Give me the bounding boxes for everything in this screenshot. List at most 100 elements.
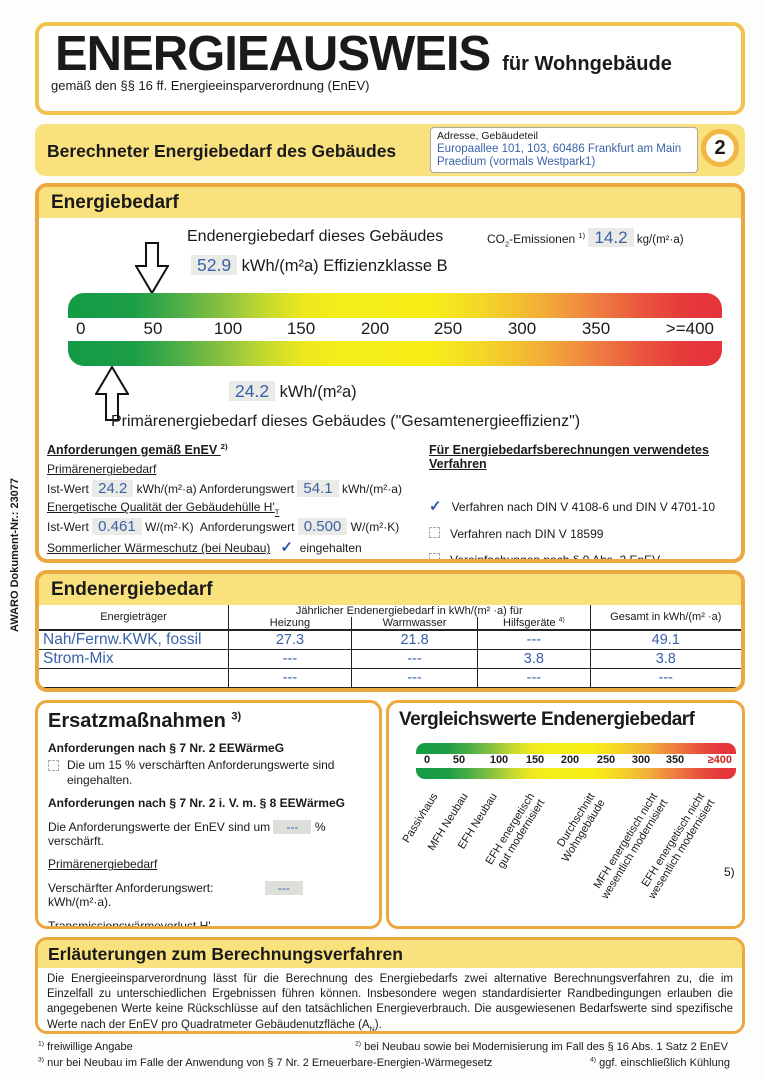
footnote-1: freiwillige Angabe — [44, 1041, 133, 1053]
section-energiebedarf: Energiebedarf Endenergiebedarf dieses Ge… — [35, 183, 745, 563]
scale-tick: 100 — [489, 754, 509, 766]
col-warmwasser: Warmwasser — [351, 617, 479, 631]
scale-tick: 0 — [76, 319, 86, 338]
endenergie-value-row: 52.9 kWh/(m²a) Effizienzklasse B — [191, 255, 448, 276]
scale-tick: 50 — [452, 754, 466, 766]
anforderungswert2-value: 0.500 — [297, 518, 348, 536]
ersatz-v1-label: Verschärfter Anforderungswert: — [48, 880, 214, 895]
checkbox-empty-icon — [429, 553, 440, 559]
energy-scale-stripe: 0 50 100 150 200 250 300 350 >=400 — [68, 318, 722, 341]
title-suffix: für Wohngebäude — [502, 53, 672, 75]
cell-hilfsgeraete: 3.8 — [477, 649, 591, 669]
col-jaehrlich: Jährlicher Endenergiebedarf in kWh/(m² ·… — [228, 605, 591, 617]
section-energiebedarf-title: Energiebedarf — [39, 187, 741, 218]
cell-heizung: --- — [228, 649, 352, 669]
footnote-3: nur bei Neubau im Falle der Anwendung vo… — [44, 1056, 493, 1069]
verfahren-item-label: Verfahren nach DIN V 4108-6 und DIN V 47… — [451, 500, 716, 514]
erlaeuterungen-sub: N — [369, 1024, 375, 1033]
anforderungswert2-unit: W/(m²·K) — [350, 520, 400, 535]
primary-label: Primärenergiebedarf dieses Gebäudes ("Ge… — [111, 413, 581, 430]
table-row: Strom-Mix --- --- 3.8 3.8 — [39, 649, 741, 669]
ist-wert2-value: 0.461 — [92, 518, 142, 536]
sommer-result: eingehalten — [299, 541, 362, 556]
scale-tick: 150 — [525, 754, 545, 766]
co2-text2: -Emissionen — [509, 232, 579, 246]
co2-unit: kg/(m²·a) — [636, 234, 684, 246]
vergleich-label: Durchschnitt Wohngebäude — [554, 791, 608, 865]
scale-tick: 250 — [433, 319, 463, 338]
scale-tick: 200 — [360, 319, 390, 338]
ist-wert-value: 24.2 — [92, 480, 134, 498]
co2-text: CO — [487, 232, 505, 246]
scale-tick: 350 — [665, 754, 685, 766]
ersatz-line-1: Die Anforderungswerte der EnEV sind um -… — [48, 819, 369, 849]
ersatz-title-sup: 3) — [231, 710, 242, 723]
document-number-vertical: AWARO Dokument-Nr.: 23077 — [9, 477, 21, 632]
anforderungswert-value: 54.1 — [297, 480, 339, 498]
col-energietraeger: Energieträger — [39, 605, 230, 631]
cell-traeger — [39, 668, 230, 688]
sommer-label: Sommerlicher Wärmeschutz (bei Neubau) — [47, 541, 271, 556]
primary-value: 24.2 — [229, 381, 276, 401]
anforderungen-heading-sup: 2) — [220, 441, 228, 451]
erlaeuterungen-title: Erläuterungen zum Berechnungsverfahren — [38, 940, 742, 968]
ersatz-line1-value: --- — [273, 819, 312, 834]
primary-value-row: 24.2 kWh/(m²a) — [229, 381, 357, 402]
cell-traeger: Nah/Fernw.KWK, fossil — [39, 629, 230, 650]
primary-unit: kWh/(m²a) — [279, 383, 357, 401]
checkmark-icon: ✓ — [429, 498, 442, 515]
ersatz-line1-pre: Die Anforderungswerte der EnEV sind um — [48, 819, 271, 834]
sommer-row: Sommerlicher Wärmeschutz (bei Neubau) ✓ … — [47, 539, 419, 556]
footnote-1-marker: 1) — [38, 1040, 45, 1048]
footnote-3-marker: 3) — [38, 1056, 45, 1064]
ersatz-heading-1: Anforderungen nach § 7 Nr. 2 EEWärmeG — [48, 741, 285, 755]
cell-hilfsgeraete: --- — [477, 668, 591, 688]
energy-scale: 0 50 100 150 200 250 300 350 >=400 — [68, 293, 722, 366]
verfahren-item: ✓ Verfahren nach DIN V 4108-6 und DIN V … — [429, 497, 739, 515]
section-vergleichswerte: Vergleichswerte Endenergiebedarf 0 50 10… — [386, 700, 745, 929]
section-erlaeuterungen: Erläuterungen zum Berechnungsverfahren D… — [35, 937, 745, 1034]
cell-gesamt: --- — [589, 668, 741, 688]
cell-hilfsgeraete: --- — [477, 629, 591, 650]
verfahren-block: Für Energiebedarfsberechnungen verwendet… — [429, 443, 739, 559]
table-row: --- --- --- --- — [39, 668, 741, 688]
ersatz-title: Ersatzmaßnahmen — [48, 710, 232, 732]
primaer-values-row: Ist-Wert 24.2 kWh/(m²·a) Anforderungswer… — [47, 480, 419, 498]
co2-emissions: CO2-Emissionen 1) 14.2 kg/(m²·a) — [487, 228, 684, 248]
vergleich-scale-stripe: 0 50 100 150 200 250 300 350 ≥400 — [416, 754, 736, 768]
scale-tick: 0 — [424, 754, 431, 766]
huelle-values-row: Ist-Wert 0.461 W/(m²·K) Anforderungswert… — [47, 518, 419, 536]
cell-traeger: Strom-Mix — [39, 649, 230, 669]
endenergie-table: Energieträger Jährlicher Endenergiebedar… — [39, 605, 741, 688]
ist-wert-label: Ist-Wert — [47, 482, 89, 497]
section-endenergiebedarf-title: Endenergiebedarf — [39, 574, 741, 605]
co2-footnote-marker: 1) — [578, 231, 586, 240]
checkmark-icon: ✓ — [280, 539, 293, 557]
footnote-2-marker: 2) — [355, 1040, 362, 1048]
endenergie-unit: kWh/(m²a) Effizienzklasse B — [241, 257, 448, 275]
ersatz-checkbox-label: Die um 15 % verschärften Anforderungswer… — [67, 758, 335, 787]
scale-tick: ≥400 — [707, 754, 732, 766]
endenergie-label: Endenergiebedarf dieses Gebäudes — [187, 228, 444, 245]
ersatz-v1-value: --- — [264, 880, 303, 895]
scale-tick: 300 — [507, 319, 537, 338]
address-line-2: Praedium (vormals Westpark1) — [437, 156, 596, 169]
scale-tick: 50 — [143, 319, 163, 338]
cell-warmwasser: 21.8 — [350, 629, 479, 650]
scale-tick: 300 — [631, 754, 651, 766]
calc-demand-bar: Berechneter Energiebedarf des Gebäudes A… — [35, 124, 745, 176]
footnotes: 1) freiwillige Angabe 2) bei Neubau sowi… — [38, 1040, 745, 1072]
cell-heizung: --- — [228, 668, 352, 688]
scale-tick: 350 — [581, 319, 611, 338]
col-hilfsgeraete: Hilfsgeräte 4) — [477, 616, 591, 631]
page-title: ENERGIEAUSWEIS — [55, 27, 491, 81]
cell-gesamt: 49.1 — [589, 629, 741, 650]
ersatz-heading-2: Anforderungen nach § 7 Nr. 2 i. V. m. § … — [48, 796, 345, 811]
cell-warmwasser: --- — [350, 668, 479, 688]
cell-heizung: 27.3 — [228, 629, 352, 650]
anforderungen-heading: Anforderungen gemäß EnEV — [47, 443, 221, 457]
scale-tick: 250 — [596, 754, 616, 766]
scale-tick: 150 — [286, 319, 316, 338]
ist-wert2-unit: W/(m²·K) — [145, 520, 194, 535]
